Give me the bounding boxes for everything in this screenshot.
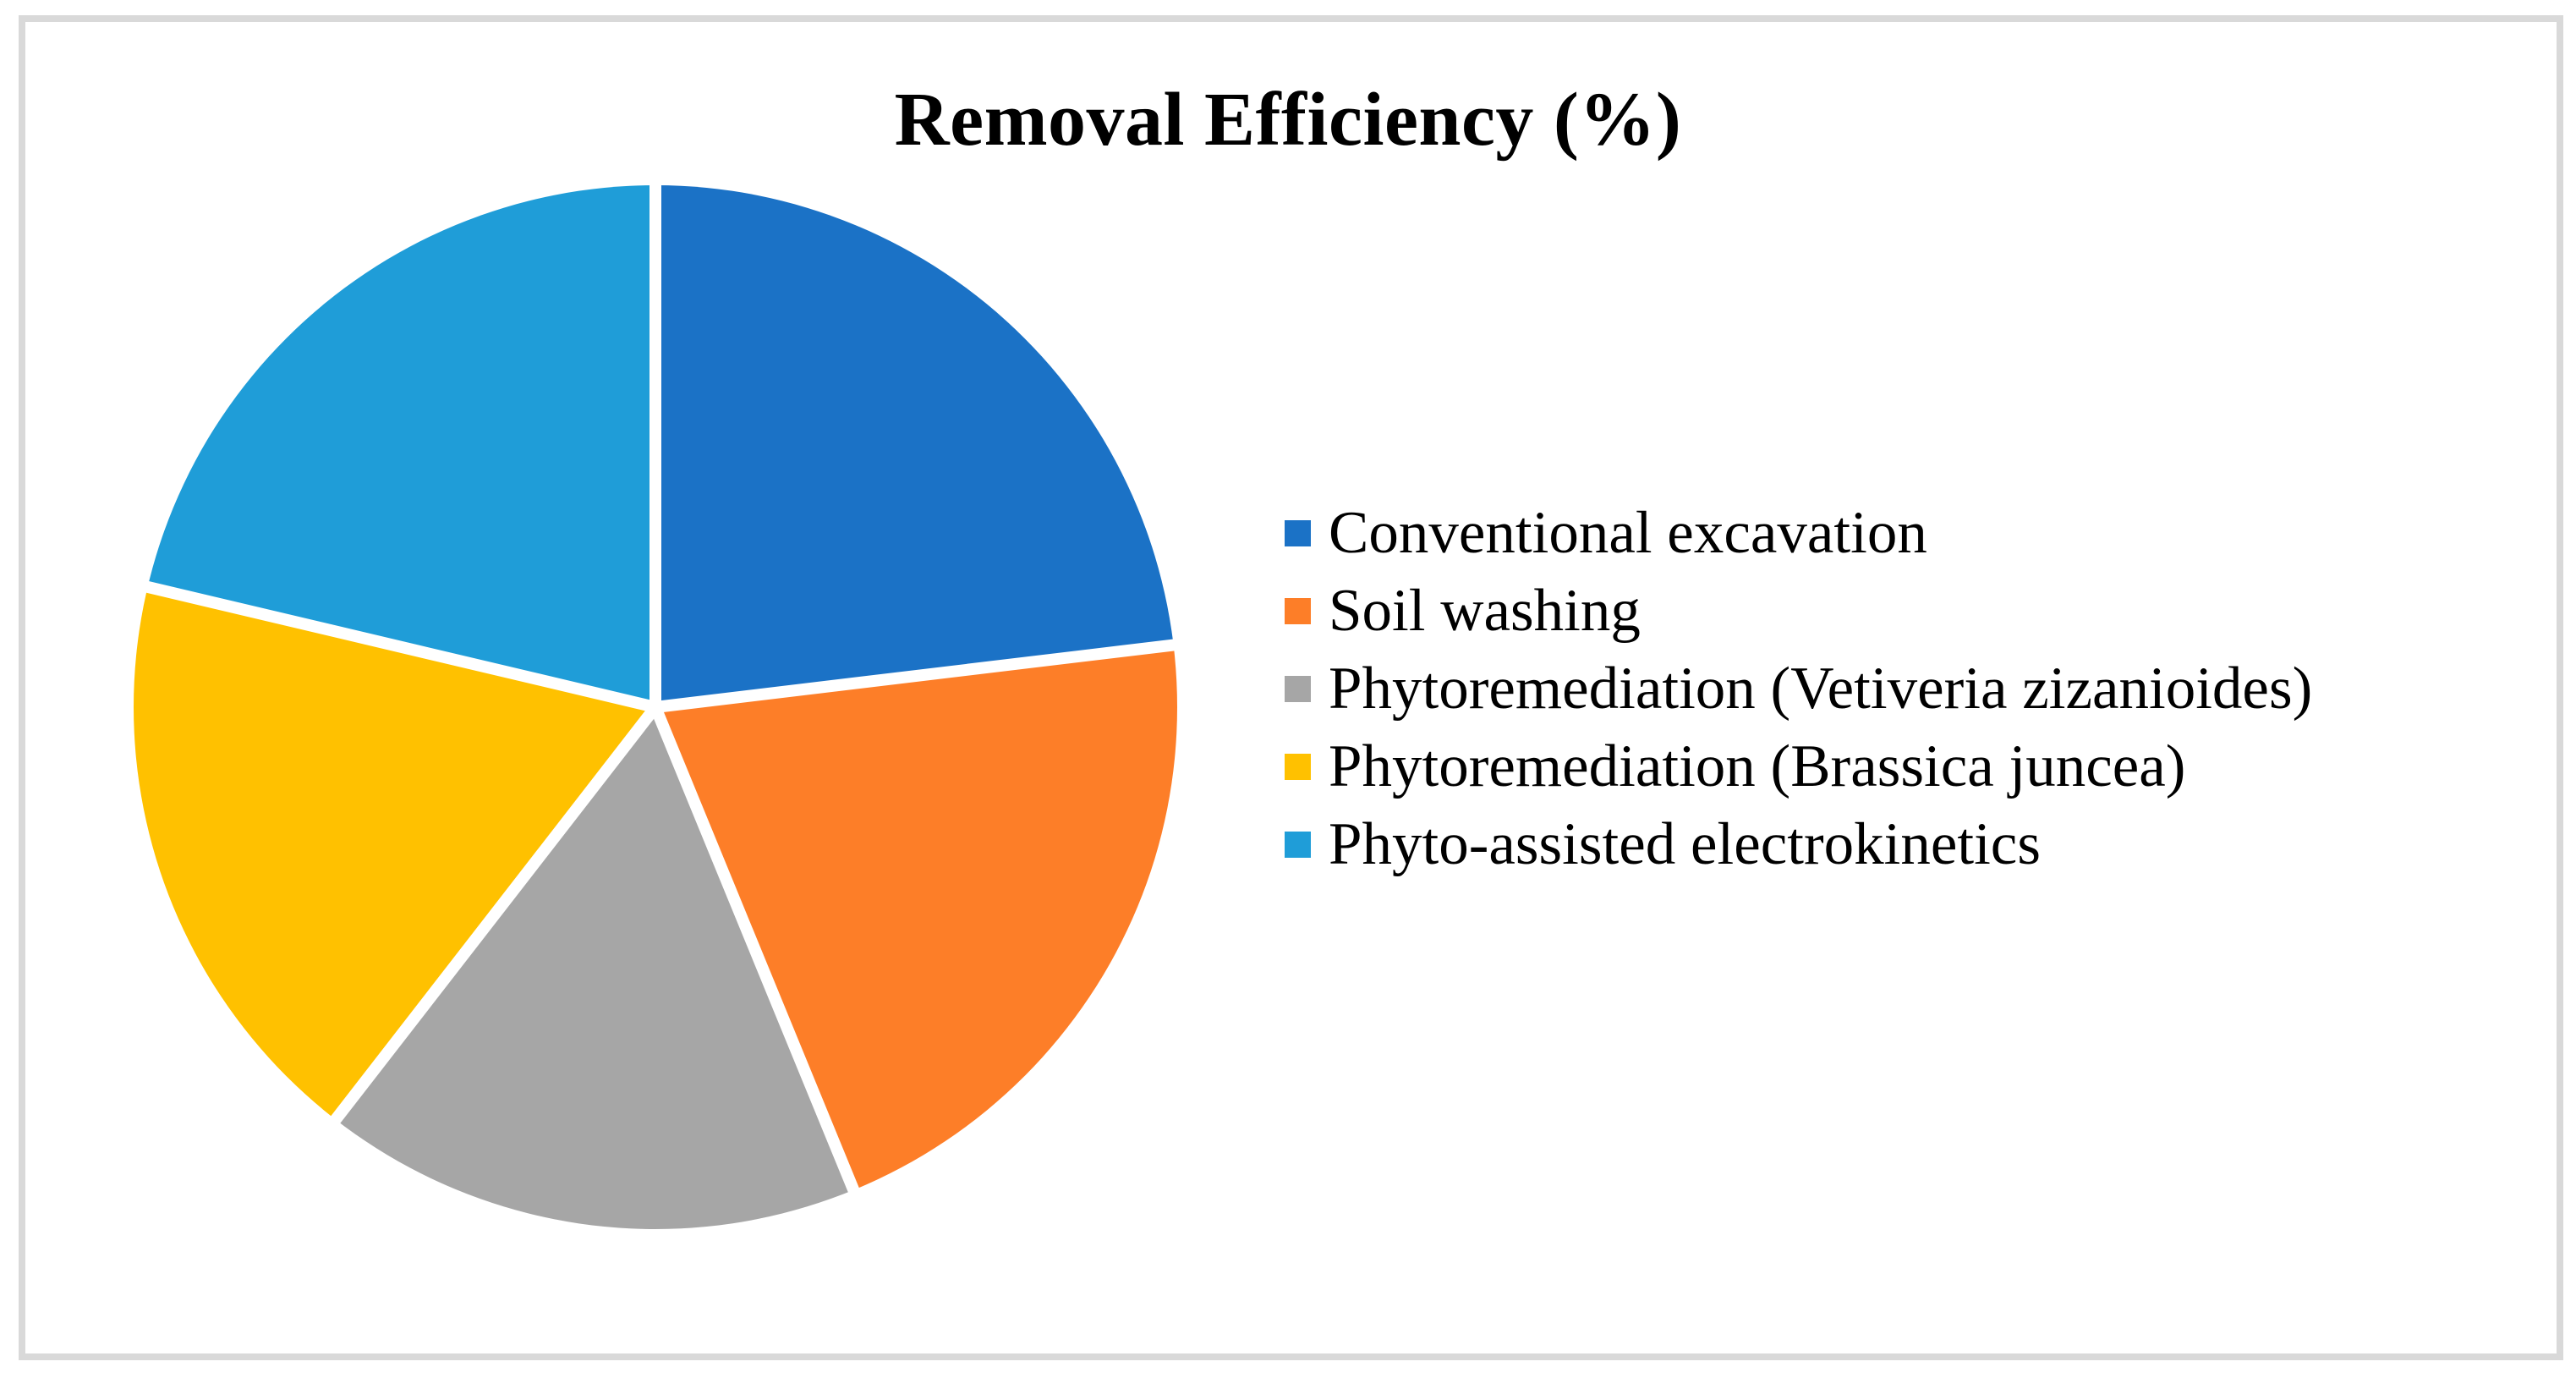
legend-swatch <box>1285 675 1311 702</box>
slice-separator <box>329 703 660 1126</box>
legend-swatch <box>1285 753 1311 780</box>
pie-chart <box>134 183 1177 1229</box>
slice-separator <box>655 639 1177 713</box>
legend-item: Phytoremediation (Brassica juncea) <box>1285 727 2312 805</box>
legend-label: Conventional excavation <box>1329 499 1927 566</box>
legend-item: Phytoremediation (Vetiveria zizanioides) <box>1285 650 2312 727</box>
legend-item: Soil washing <box>1285 572 2312 650</box>
legend-swatch <box>1285 519 1311 546</box>
legend-item: Conventional excavation <box>1285 494 2312 572</box>
legend-label: Phytoremediation (Brassica juncea) <box>1329 733 2186 799</box>
slice-separator <box>144 580 657 713</box>
legend-label: Phyto-assisted electrokinetics <box>1329 810 2041 877</box>
legend-item: Phyto-assisted electrokinetics <box>1285 805 2312 883</box>
legend-swatch <box>1285 597 1311 624</box>
slice-separator <box>649 183 661 707</box>
chart-title: Removal Efficiency (%) <box>894 78 1682 162</box>
legend-label: Phytoremediation (Vetiveria zizanioides) <box>1329 655 2313 722</box>
legend-swatch <box>1285 831 1311 858</box>
chart-legend: Conventional excavation Soil washing Phyto… <box>1285 494 2312 883</box>
slice-separator <box>649 705 860 1195</box>
legend-label: Soil washing <box>1329 577 1641 644</box>
